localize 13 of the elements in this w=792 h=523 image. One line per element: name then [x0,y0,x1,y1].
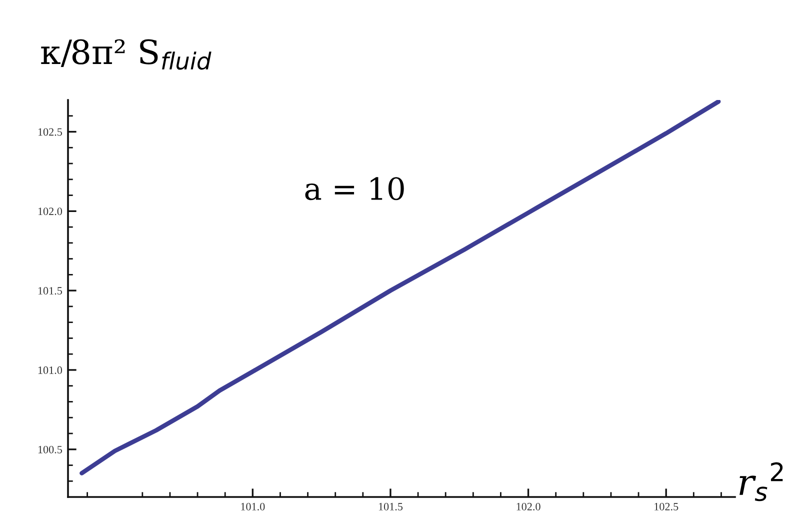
x-tick-label: 101.5 [378,502,403,510]
y-tick-label: 101.5 [38,287,62,295]
y-axis-title: κ/8π² S$_{fluid}$ [41,39,212,70]
x-axis-title: r$_{s}$$^{2}$ [740,462,783,502]
x-tick-label: 102.5 [654,502,678,510]
line-series [80,100,721,476]
y-tick-label: 101.0 [38,366,62,374]
annotation: a = 10 [305,177,404,200]
y-tick-label: 102.0 [38,208,62,216]
x-tick-label: 102.0 [516,502,540,510]
x-tick-label: 101.0 [241,502,265,510]
y-tick-label: 102.5 [38,128,62,136]
y-tick-label: 100.5 [38,446,62,454]
